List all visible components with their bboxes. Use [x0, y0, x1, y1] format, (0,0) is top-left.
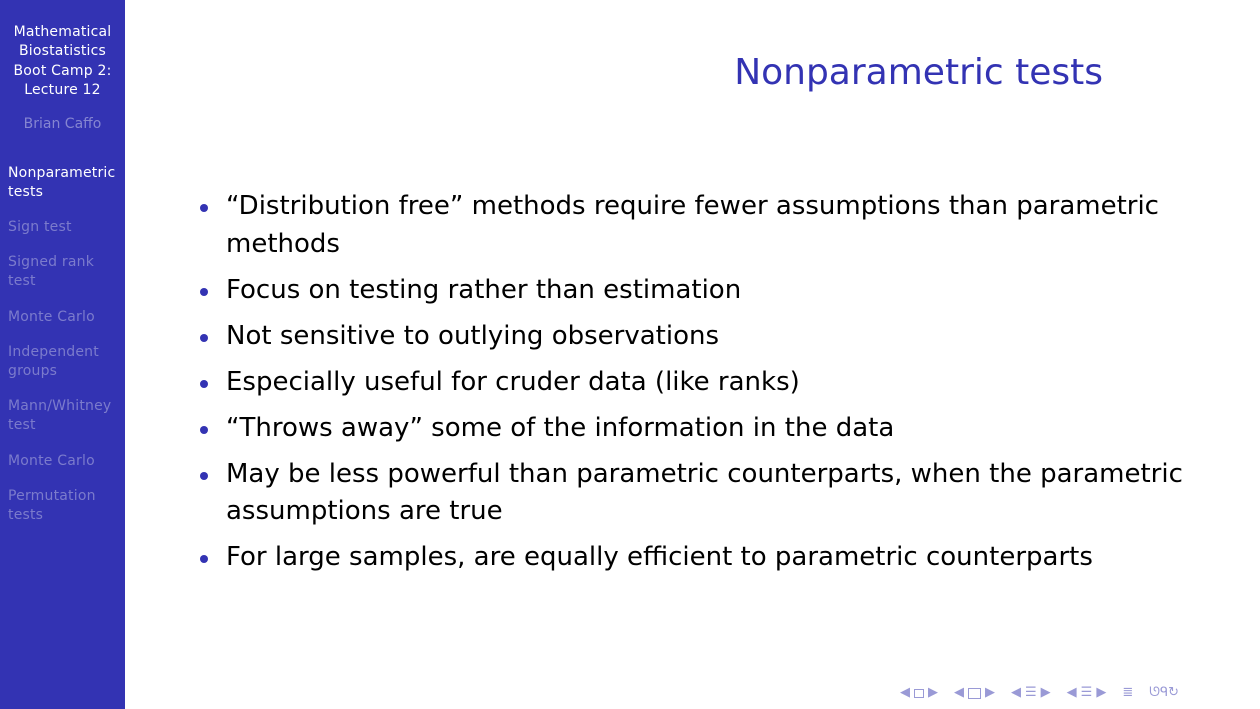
- bullet-text: Not sensitive to outlying observations: [226, 320, 720, 351]
- sidebar-item-mann-whitney-test[interactable]: Mann/Whitney test: [8, 398, 112, 433]
- list-item: “Distribution free” methods require fewe…: [198, 188, 1198, 263]
- subsection-icon[interactable]: [968, 687, 981, 699]
- bullet-list: “Distribution free” methods require fewe…: [198, 188, 1198, 577]
- subsection-nav: ◀ ▶: [952, 685, 997, 701]
- section-nav: ◀ ☰ ▶: [1009, 685, 1053, 701]
- sidebar-item-monte-carlo-2[interactable]: Monte Carlo: [8, 453, 95, 469]
- sidebar-item-signed-rank-test[interactable]: Signed rank test: [8, 254, 95, 289]
- document-nav: ◀ ☰ ▶: [1065, 685, 1109, 701]
- toc-nav: ≣: [1120, 685, 1135, 701]
- section-icon[interactable]: ☰: [1025, 685, 1037, 700]
- bullet-text: Especially useful for cruder data (like …: [226, 366, 800, 397]
- sidebar: Mathematical Biostatistics Boot Camp 2: …: [0, 0, 125, 709]
- next-slide-icon[interactable]: ▶: [928, 685, 938, 700]
- sidebar-item-independent-groups[interactable]: Independent groups: [8, 344, 99, 379]
- bullet-icon: [200, 287, 208, 296]
- previous-section-icon[interactable]: ◀: [1066, 685, 1077, 700]
- next-section-icon[interactable]: ▶: [1096, 685, 1107, 700]
- bullet-text: May be less powerful than parametric cou…: [226, 458, 1183, 527]
- previous-slide-icon[interactable]: ◀: [900, 685, 910, 700]
- list-item: May be less powerful than parametric cou…: [198, 456, 1198, 531]
- bullet-icon: [200, 204, 208, 212]
- bullet-icon: [200, 379, 208, 388]
- search-icon[interactable]: ᘎᑫ↻: [1149, 685, 1180, 700]
- next-subsection-icon[interactable]: ▶: [1040, 685, 1051, 700]
- previous-subsection-icon[interactable]: ◀: [1011, 685, 1021, 700]
- list-item: For large samples, are equally efficient…: [198, 539, 1198, 577]
- sidebar-item-monte-carlo[interactable]: Monte Carlo: [8, 309, 95, 325]
- search-nav: ᘎᑫ↻: [1147, 685, 1181, 701]
- bullet-text: Focus on testing rather than estimation: [226, 274, 742, 305]
- bullet-text: For large samples, are equally efficient…: [226, 542, 1093, 572]
- list-item: “Throws away” some of the information in…: [198, 410, 1198, 448]
- list-item: Not sensitive to outlying observations: [198, 318, 1198, 356]
- sidebar-item-nonparametric-tests[interactable]: Nonparametric tests: [8, 165, 116, 200]
- bullet-icon: [200, 555, 208, 563]
- frame-icon[interactable]: [914, 688, 924, 698]
- frame-nav: ◀ ▶: [898, 685, 940, 701]
- sidebar-title[interactable]: Mathematical Biostatistics Boot Camp 2: …: [13, 24, 112, 99]
- bullet-icon: [200, 471, 208, 480]
- bullet-text: “Throws away” some of the information in…: [226, 412, 895, 443]
- next-frame-icon[interactable]: ▶: [985, 685, 995, 700]
- bullet-text: “Distribution free” methods require fewe…: [226, 191, 1159, 259]
- bullet-icon: [200, 425, 208, 434]
- list-item: Focus on testing rather than estimation: [198, 272, 1198, 310]
- previous-frame-icon[interactable]: ◀: [954, 685, 964, 700]
- slide-title: Nonparametric tests: [734, 52, 1103, 93]
- list-item: Especially useful for cruder data (like …: [198, 364, 1198, 402]
- bullet-icon: [200, 333, 208, 342]
- sidebar-author[interactable]: Brian Caffo: [23, 116, 102, 132]
- beamer-navigation-bar: ◀ ▶ ◀ ▶ ◀ ☰ ▶ ◀ ☰ ▶ ≣ ᘎᑫ↻: [898, 684, 1258, 702]
- toc-icon[interactable]: ≣: [1122, 685, 1134, 700]
- sidebar-item-sign-test[interactable]: Sign test: [8, 219, 72, 235]
- document-icon[interactable]: ☰: [1080, 685, 1093, 700]
- sidebar-item-permutation-tests[interactable]: Permutation tests: [8, 488, 96, 523]
